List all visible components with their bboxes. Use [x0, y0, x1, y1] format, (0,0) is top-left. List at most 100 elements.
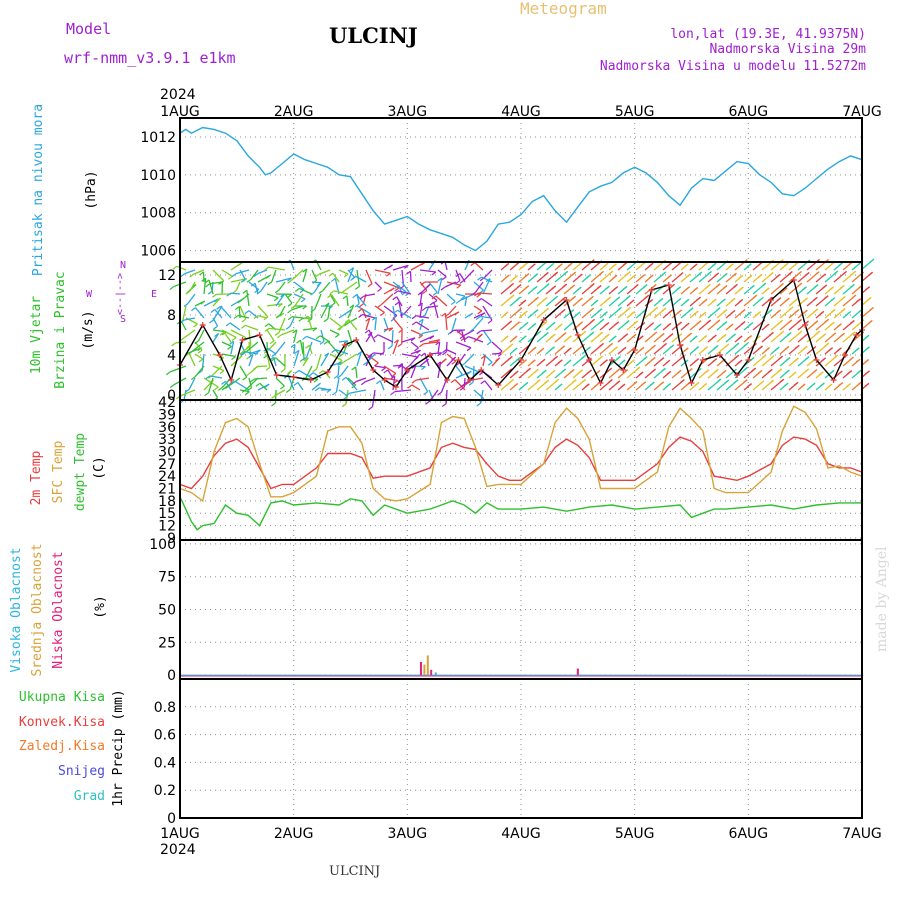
- wind-barb: [737, 335, 743, 340]
- wind-barb: [562, 283, 568, 288]
- wind-barb: [620, 383, 626, 388]
- wind-barb: [423, 341, 439, 345]
- wind-barb: [308, 372, 314, 377]
- wind-barb: [324, 302, 330, 307]
- wind-barb: [302, 335, 307, 340]
- wind-barb: [235, 269, 250, 275]
- wind-barb: [746, 263, 752, 268]
- wind-barb: [818, 371, 824, 376]
- wind-barb: [445, 389, 448, 404]
- wind-barb: [444, 281, 457, 288]
- wind-barb: [224, 385, 230, 390]
- wind-barb: [302, 268, 308, 273]
- wind-barb: [676, 286, 681, 291]
- wind-barb: [187, 293, 196, 304]
- wind-barb: [342, 295, 348, 300]
- wind-barb: [530, 359, 536, 364]
- wind-barb: [804, 368, 809, 373]
- wind-barb: [751, 367, 757, 372]
- wind-barb: [576, 286, 582, 291]
- cloud-ylabel-unit: (%): [93, 595, 108, 618]
- wind-barb: [794, 344, 800, 349]
- precip-ylabel: 1hr Precip (mm): [111, 689, 126, 806]
- wind-barb: [526, 367, 531, 372]
- wind-barb: [459, 335, 465, 340]
- wind-barb: [252, 366, 258, 371]
- wind-barb: [302, 356, 308, 361]
- wind-barb: [226, 292, 232, 297]
- wind-barb: [846, 311, 852, 316]
- wind-barb: [209, 281, 223, 285]
- wind-barb: [633, 284, 639, 289]
- wind-barb: [797, 318, 802, 323]
- wind-barb: [212, 269, 225, 282]
- wind-barb: [560, 308, 566, 313]
- wind-barb: [446, 353, 457, 362]
- wind-barb: [612, 274, 618, 279]
- wind-barb: [419, 343, 424, 348]
- wind-barb: [532, 285, 538, 290]
- wind-barb: [298, 317, 304, 322]
- wind-barb: [188, 352, 196, 367]
- wind-barb: [237, 355, 243, 360]
- wind-barb: [732, 368, 737, 373]
- wind-barb: [692, 263, 698, 268]
- wind-barb: [738, 299, 744, 303]
- y-tick-label: 1008: [140, 206, 176, 222]
- wind-barb: [865, 370, 870, 375]
- temp-ylabel-unit: (C): [92, 456, 107, 479]
- wind-barb: [679, 379, 685, 384]
- wind-barb: [347, 377, 357, 386]
- wind-barb: [271, 269, 277, 282]
- wind-barb: [294, 287, 300, 292]
- wind-barb: [212, 353, 224, 359]
- legend-freezing-rain: Zaledj.Kisa: [19, 739, 105, 754]
- wind-barb: [459, 279, 465, 284]
- wind-barb: [343, 353, 358, 363]
- wind-barb: [693, 310, 699, 315]
- wind-barb: [829, 369, 835, 374]
- wind-barb: [280, 293, 286, 298]
- y-tick-label: 0.2: [154, 783, 176, 799]
- wind-barb: [365, 353, 379, 364]
- wind-barb: [444, 313, 450, 318]
- wind-barb: [411, 364, 417, 369]
- wind-barb: [481, 276, 493, 283]
- wind-barb: [840, 307, 846, 312]
- wind-barb: [419, 377, 429, 392]
- wind-barb: [484, 380, 493, 391]
- wind-barb: [784, 346, 790, 351]
- wind-barb: [442, 351, 447, 356]
- wind-barb: [869, 258, 875, 263]
- wind-barb: [313, 281, 322, 293]
- wind-barb: [409, 271, 412, 283]
- wind-barb: [190, 376, 196, 381]
- wind-barb: [783, 382, 789, 387]
- wind-barb: [230, 341, 235, 355]
- wind-barb: [738, 286, 744, 291]
- wind-barb: [410, 337, 416, 342]
- wind-barb: [615, 368, 621, 373]
- wind-barb: [864, 382, 870, 387]
- panels-layer: [179, 118, 863, 819]
- wind-barb: [542, 321, 548, 325]
- wind-barb: [287, 279, 292, 284]
- wind-barb: [508, 343, 514, 348]
- panel-frame-pressure: [179, 117, 863, 263]
- wind-barb: [714, 272, 720, 277]
- wind-barb: [257, 315, 268, 319]
- y-tick-label: 12: [158, 268, 176, 284]
- wind-barb: [722, 285, 728, 290]
- wind-barb: [316, 382, 321, 387]
- wind-barb: [668, 333, 674, 338]
- wind-barb: [368, 406, 373, 411]
- wind-barb: [651, 368, 656, 373]
- wind-barb: [355, 275, 367, 283]
- temp-ylabel-dewpt: dewpt Temp: [73, 433, 88, 511]
- wind-barb: [182, 329, 196, 340]
- y-tick-label: 0.4: [154, 755, 176, 771]
- wind-barb: [397, 343, 403, 348]
- wind-barb: [734, 342, 740, 347]
- wind-barb: [314, 273, 320, 278]
- wind-barb: [534, 296, 539, 301]
